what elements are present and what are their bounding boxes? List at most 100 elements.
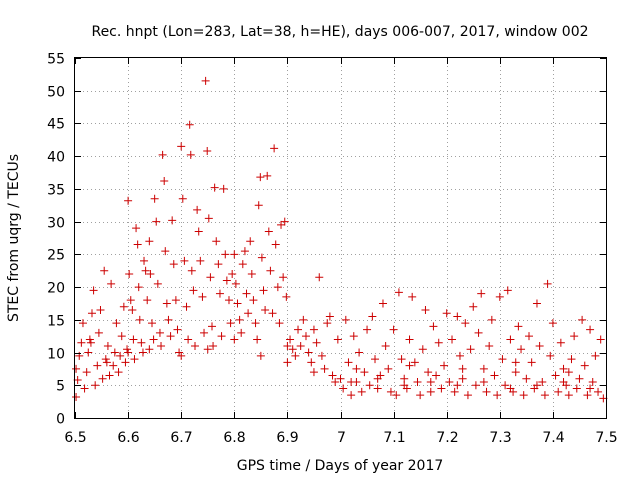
data-point	[275, 319, 284, 328]
data-point	[253, 335, 262, 344]
data-point	[323, 319, 332, 328]
data-point	[145, 345, 154, 354]
data-point	[479, 364, 488, 373]
data-point	[301, 332, 310, 341]
data-point	[501, 381, 510, 390]
data-point	[121, 358, 130, 367]
y-tick-label: 55	[47, 52, 65, 68]
data-point	[246, 237, 255, 246]
data-point	[185, 120, 194, 129]
data-point	[299, 315, 308, 324]
x-tick-label: 7	[337, 430, 346, 446]
data-point	[251, 319, 260, 328]
data-point	[130, 355, 139, 364]
data-point	[426, 387, 435, 396]
data-point	[257, 253, 266, 262]
plot-frame	[74, 57, 607, 419]
y-tick-label: 15	[47, 314, 65, 330]
data-point	[129, 335, 138, 344]
data-point	[570, 332, 579, 341]
data-point	[546, 351, 555, 360]
data-point	[445, 378, 454, 386]
data-point	[240, 247, 249, 256]
data-point	[514, 322, 523, 331]
data-point	[210, 183, 219, 192]
data-point	[490, 371, 499, 380]
data-point	[538, 378, 547, 386]
data-point	[103, 342, 112, 350]
x-tick-label: 6.9	[276, 430, 298, 446]
data-point	[532, 381, 541, 390]
data-point	[107, 279, 116, 288]
data-point	[177, 351, 186, 360]
data-point	[352, 364, 361, 373]
data-point	[535, 342, 544, 350]
data-point	[282, 292, 291, 301]
data-point	[175, 348, 184, 357]
data-point	[506, 335, 515, 344]
data-point	[519, 391, 528, 400]
data-point	[94, 328, 103, 337]
data-point	[124, 348, 133, 357]
data-point	[224, 296, 233, 305]
data-point	[264, 227, 273, 236]
data-point	[578, 315, 587, 324]
data-point	[101, 355, 110, 364]
data-point	[194, 227, 203, 236]
data-point	[511, 358, 520, 367]
data-point	[266, 266, 275, 275]
data-point	[400, 381, 409, 390]
data-point	[147, 319, 156, 328]
data-point	[256, 351, 265, 360]
data-point	[317, 351, 326, 360]
data-point	[397, 355, 406, 364]
data-point	[259, 286, 268, 295]
data-point	[138, 348, 147, 357]
data-point	[554, 387, 563, 396]
data-point	[178, 194, 187, 203]
data-point	[110, 348, 119, 357]
data-point	[200, 328, 209, 337]
data-point	[164, 315, 173, 324]
data-point	[291, 351, 300, 360]
data-point	[256, 173, 265, 182]
data-point	[125, 270, 134, 278]
data-point	[594, 387, 603, 396]
ticks-layer: 6.5 6.6 6.7 6.8 6.9 7 7.1 7.2 7.3 7.4 7.5 0 5 10 15 20 2…	[47, 52, 617, 447]
y-tick-label: 35	[47, 183, 65, 199]
data-point	[341, 315, 350, 324]
data-point	[173, 325, 182, 334]
data-point	[133, 240, 142, 249]
data-point	[421, 306, 430, 314]
data-point	[80, 384, 89, 393]
data-point	[204, 214, 213, 223]
x-tick-label: 7.5	[595, 430, 617, 446]
data-point	[532, 299, 541, 308]
data-point	[143, 296, 152, 305]
x-tick-label: 6.8	[223, 430, 245, 446]
data-point	[96, 306, 105, 314]
data-point	[405, 361, 414, 370]
data-points-layer	[72, 76, 608, 403]
data-point	[193, 205, 202, 214]
data-point	[261, 306, 270, 314]
data-point	[145, 237, 154, 246]
data-point	[231, 279, 240, 288]
data-point	[226, 319, 235, 328]
data-point	[166, 332, 175, 341]
data-point	[405, 335, 414, 344]
data-point	[357, 387, 366, 396]
data-point	[583, 391, 592, 400]
data-point	[458, 374, 467, 383]
data-point	[277, 220, 286, 229]
data-point	[416, 391, 425, 400]
data-point	[268, 309, 277, 318]
data-point	[168, 216, 177, 225]
data-point	[198, 292, 207, 301]
data-point	[146, 270, 155, 278]
data-point	[559, 378, 568, 386]
data-point	[567, 355, 576, 364]
data-point	[155, 328, 164, 337]
data-point	[347, 391, 356, 400]
